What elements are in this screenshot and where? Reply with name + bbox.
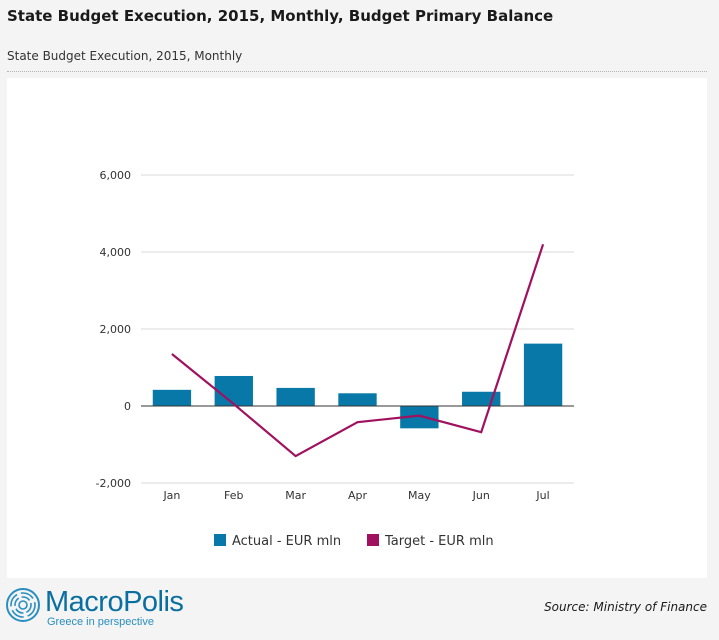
y-tick-label: 4,000 xyxy=(100,246,132,259)
brand-name: MacroPolis xyxy=(45,585,184,619)
bar-actual xyxy=(338,393,377,406)
bar-actual xyxy=(214,375,253,406)
brand-tagline: Greece in perspective xyxy=(47,616,154,628)
x-tick-label: Mar xyxy=(285,489,306,502)
brand-part-macro: Macro xyxy=(45,586,124,618)
legend-swatch-actual xyxy=(214,534,226,546)
bar-actual xyxy=(152,389,192,406)
y-tick-label: -2,000 xyxy=(96,477,131,490)
x-tick-label: Feb xyxy=(224,489,243,502)
macropolis-logo[interactable]: MacroPolis Greece in perspective xyxy=(5,585,235,635)
chart-title: State Budget Execution, 2015, Monthly, B… xyxy=(7,7,554,25)
legend-label-target: Target - EUR mln xyxy=(384,534,494,549)
chart-subtitle: State Budget Execution, 2015, Monthly xyxy=(7,49,243,63)
grid-layer xyxy=(141,174,574,484)
line-layer xyxy=(171,243,545,458)
header-divider xyxy=(7,71,707,72)
x-tick-label: Jun xyxy=(472,489,490,502)
x-tick-label: Jan xyxy=(162,489,180,502)
chart-svg: -2,000 0 2,000 4,000 6,000 Jan Feb Mar Apr May Jun… xyxy=(96,169,574,549)
x-tick-label: May xyxy=(408,489,431,502)
x-tick-label: Apr xyxy=(348,489,368,502)
chart-panel: -2,000 0 2,000 4,000 6,000 Jan Feb Mar Apr May Jun… xyxy=(7,78,707,578)
legend-layer: Actual - EUR mln Target - EUR mln xyxy=(214,534,494,549)
y-tick-label: 2,000 xyxy=(100,323,132,336)
bar-actual xyxy=(400,406,439,429)
legend-swatch-target xyxy=(367,534,379,546)
bar-actual xyxy=(523,343,563,406)
bar-actual xyxy=(276,387,315,406)
bar-layer xyxy=(152,343,563,429)
series-line-target xyxy=(171,243,545,458)
y-tick-label: 0 xyxy=(124,400,131,413)
brand-part-polis: Polis xyxy=(123,586,184,618)
source-note: Source: Ministry of Finance xyxy=(544,600,707,614)
legend-label-actual: Actual - EUR mln xyxy=(232,534,341,549)
fingerprint-icon xyxy=(6,588,40,622)
x-tick-label: Jul xyxy=(535,489,549,502)
label-layer: -2,000 0 2,000 4,000 6,000 Jan Feb Mar Apr May Jun… xyxy=(96,169,550,502)
y-tick-label: 6,000 xyxy=(100,169,132,182)
